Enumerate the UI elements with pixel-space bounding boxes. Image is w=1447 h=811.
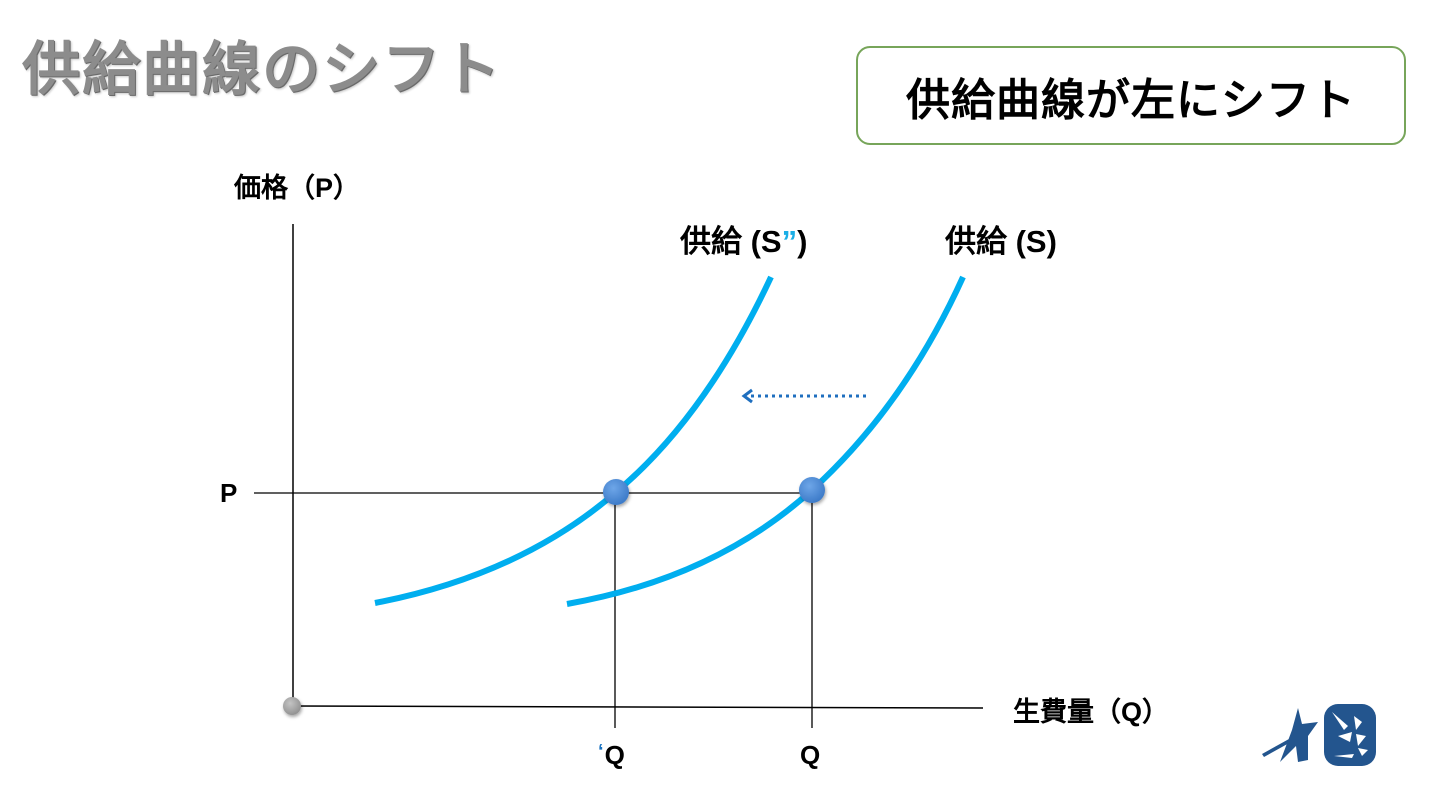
- supply-curve-new-label: 供給 (S”): [680, 216, 807, 261]
- y-axis-label: 価格（P）: [234, 173, 361, 203]
- supply-curve-original-label: 供給 (S): [945, 224, 1057, 259]
- quantity-new-text: Q: [604, 740, 625, 770]
- brand-logo-icon: [1262, 704, 1376, 766]
- curve-label-prefix: 供給 (S: [680, 224, 782, 259]
- quantity-new-tick-label: ‘Q: [598, 740, 625, 771]
- curve-label-suffix: ): [797, 224, 808, 259]
- callout-text: 供給曲線が左にシフト: [906, 74, 1356, 126]
- x-axis-label: 生費量（Q）: [1013, 697, 1170, 727]
- supply-curve-new: [374, 275, 774, 606]
- price-tick-label: P: [220, 478, 238, 508]
- quantity-original-tick-label: Q: [800, 740, 821, 770]
- callout-box: 供給曲線が左にシフト: [856, 46, 1406, 145]
- curve-label-prime-mark: ”: [781, 224, 798, 259]
- shift-arrow-head-icon: [741, 388, 753, 404]
- x-axis: [292, 705, 984, 709]
- origin-point: [283, 697, 301, 715]
- prime-mark: ‘: [598, 741, 604, 763]
- supply-curve-original: [566, 275, 966, 607]
- equilibrium-point-original: [799, 477, 825, 503]
- slide-title: 供給曲線のシフト: [22, 35, 503, 103]
- equilibrium-point-new: [603, 479, 629, 505]
